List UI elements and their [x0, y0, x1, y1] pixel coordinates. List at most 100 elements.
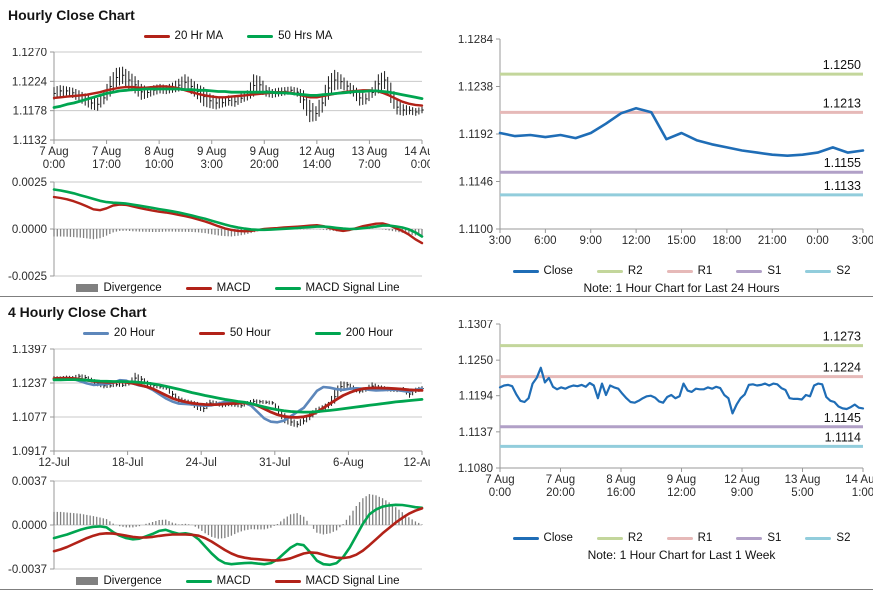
legend-swatch	[198, 331, 225, 335]
legend-swatch	[736, 536, 763, 540]
legend-label: S1	[767, 265, 782, 277]
svg-text:1.1080: 1.1080	[458, 463, 493, 475]
legend-swatch	[596, 536, 623, 540]
legend-item-20-hr-ma: 20 Hr MA	[143, 30, 224, 42]
svg-text:12 Aug: 12 Aug	[724, 474, 760, 486]
svg-text:1.1137: 1.1137	[459, 427, 493, 439]
four-hourly-section: 4 Hourly Close Chart 20 Hour 50 Hour 200 H…	[0, 297, 873, 589]
legend-swatch	[76, 284, 99, 292]
svg-text:3:00: 3:00	[489, 235, 511, 247]
legend-label: R1	[697, 265, 713, 277]
legend-label: 20 Hour	[113, 327, 155, 339]
svg-text:10:00: 10:00	[145, 159, 174, 171]
svg-text:-0.0037: -0.0037	[8, 564, 47, 573]
series-50-hrs-ma	[52, 87, 424, 109]
svg-text:1.1133: 1.1133	[824, 179, 861, 193]
svg-text:8 Aug: 8 Aug	[144, 146, 173, 158]
hourly-price-legend: 20 Hr MA 50 Hrs MA	[54, 28, 422, 44]
svg-text:1.1250: 1.1250	[458, 355, 493, 367]
hourly-close-rs-plot: 1.1284 1.1238 1.1192 1.1146 1.1100 1.1250 1.12…	[458, 35, 873, 247]
four-hourly-price-chart: 1.1397 1.1237 1.1077 1.0917 12-Jul 18-Jul 24-J…	[0, 345, 436, 471]
legend-label: R2	[627, 265, 643, 277]
svg-text:1.1213: 1.1213	[823, 96, 861, 110]
legend-item-macd: MACD	[185, 575, 251, 587]
series-200-hour	[52, 378, 424, 414]
svg-text:12 Aug: 12 Aug	[299, 146, 335, 158]
svg-text:0:00: 0:00	[806, 235, 828, 247]
svg-text:16:00: 16:00	[607, 487, 636, 499]
hourly-macd-plot: 0.0025 0.0000 -0.0025	[8, 177, 424, 280]
legend-swatch	[274, 579, 301, 583]
level-line-r2: 1.1273	[500, 330, 863, 348]
legend-item-macd-signal-line: MACD Signal Line	[274, 282, 400, 294]
svg-text:0.0000: 0.0000	[12, 520, 47, 532]
svg-text:1.1224: 1.1224	[12, 76, 48, 88]
legend-label: Divergence	[103, 282, 162, 294]
y-axis: 1.1397 1.1237 1.1077 1.0917	[12, 345, 422, 458]
legend-swatch	[76, 577, 99, 585]
legend-swatch	[805, 269, 832, 273]
svg-text:9 Aug: 9 Aug	[667, 474, 696, 486]
svg-text:1.1224: 1.1224	[823, 361, 861, 375]
legend-swatch	[805, 536, 832, 540]
series-macd	[52, 195, 424, 245]
hourly-close-rs-chart: 1.1284 1.1238 1.1192 1.1146 1.1100 1.1250 1.12…	[436, 35, 873, 255]
legend-swatch	[666, 536, 693, 540]
svg-text:6-Aug: 6-Aug	[333, 457, 364, 469]
legend-swatch	[596, 269, 623, 273]
legend-label: S2	[836, 265, 851, 277]
four-hourly-right-column: 1.1307 1.1250 1.1194 1.1137 1.1080 1.1273 1.12…	[436, 302, 873, 589]
legend-item-50-hour: 50 Hour	[198, 327, 271, 339]
hourly-note: Note: 1 Hour Chart for Last 24 Hours	[583, 281, 780, 295]
bottom-divider	[0, 589, 873, 590]
legend-swatch	[274, 286, 301, 290]
svg-text:13 Aug: 13 Aug	[352, 146, 388, 158]
legend-swatch	[314, 331, 341, 335]
legend-item-50-hrs-ma: 50 Hrs MA	[247, 30, 332, 42]
section-divider	[0, 296, 873, 297]
svg-text:13 Aug: 13 Aug	[785, 474, 821, 486]
legend-item-s2: S2	[805, 532, 850, 544]
legend-label: Close	[543, 265, 573, 277]
legend-swatch	[143, 34, 170, 38]
svg-text:0:00: 0:00	[489, 487, 511, 499]
svg-text:9 Aug: 9 Aug	[250, 146, 279, 158]
legend-swatch	[512, 269, 539, 273]
section-title-four-hourly: 4 Hourly Close Chart	[8, 304, 147, 320]
svg-text:1.1100: 1.1100	[459, 224, 493, 236]
legend-item-s1: S1	[736, 265, 781, 277]
legend-label: MACD	[216, 575, 251, 587]
svg-text:21:00: 21:00	[758, 235, 787, 247]
legend-swatch	[82, 331, 109, 335]
level-line-s2: 1.1114	[500, 430, 863, 448]
svg-text:1.1194: 1.1194	[459, 391, 494, 403]
legend-swatch	[512, 536, 539, 540]
svg-text:1.1146: 1.1146	[459, 177, 493, 189]
svg-text:1.1114: 1.1114	[825, 430, 861, 444]
svg-text:1.1273: 1.1273	[823, 330, 861, 344]
legend-item-r2: R2	[596, 532, 643, 544]
svg-text:1.1238: 1.1238	[458, 82, 493, 94]
x-axis: 3:00 6:00 9:00 12:00 15:00 18:00 21:00 0:00 3:00	[489, 229, 873, 247]
legend-label: R2	[627, 532, 643, 544]
x-axis: 12-Jul 18-Jul 24-Jul 31-Jul 6-Aug 12-Aug	[38, 451, 430, 469]
legend-label: 20 Hr MA	[174, 30, 224, 42]
svg-text:1.0917: 1.0917	[12, 446, 47, 458]
legend-item-divergence: Divergence	[76, 575, 162, 587]
legend-label: Close	[543, 532, 573, 544]
svg-text:3:00: 3:00	[852, 235, 873, 247]
series-macd-signal-line	[52, 188, 424, 238]
legend-item-close: Close	[512, 532, 573, 544]
legend-item-macd: MACD	[185, 282, 251, 294]
svg-text:6:00: 6:00	[534, 235, 556, 247]
hourly-left-column: Hourly Close Chart 20 Hr MA 50 Hrs MA 1.1…	[0, 5, 436, 296]
svg-text:7 Aug: 7 Aug	[485, 474, 514, 486]
legend-label: Divergence	[103, 575, 162, 587]
legend-item-20-hour: 20 Hour	[82, 327, 155, 339]
svg-text:7 Aug: 7 Aug	[546, 474, 575, 486]
level-line-s2: 1.1133	[500, 179, 863, 197]
svg-text:12:00: 12:00	[667, 487, 696, 499]
svg-text:7 Aug: 7 Aug	[92, 146, 121, 158]
series-close	[498, 106, 865, 157]
hourly-macd-legend: Divergence MACD MACD Signal Line	[54, 280, 422, 296]
